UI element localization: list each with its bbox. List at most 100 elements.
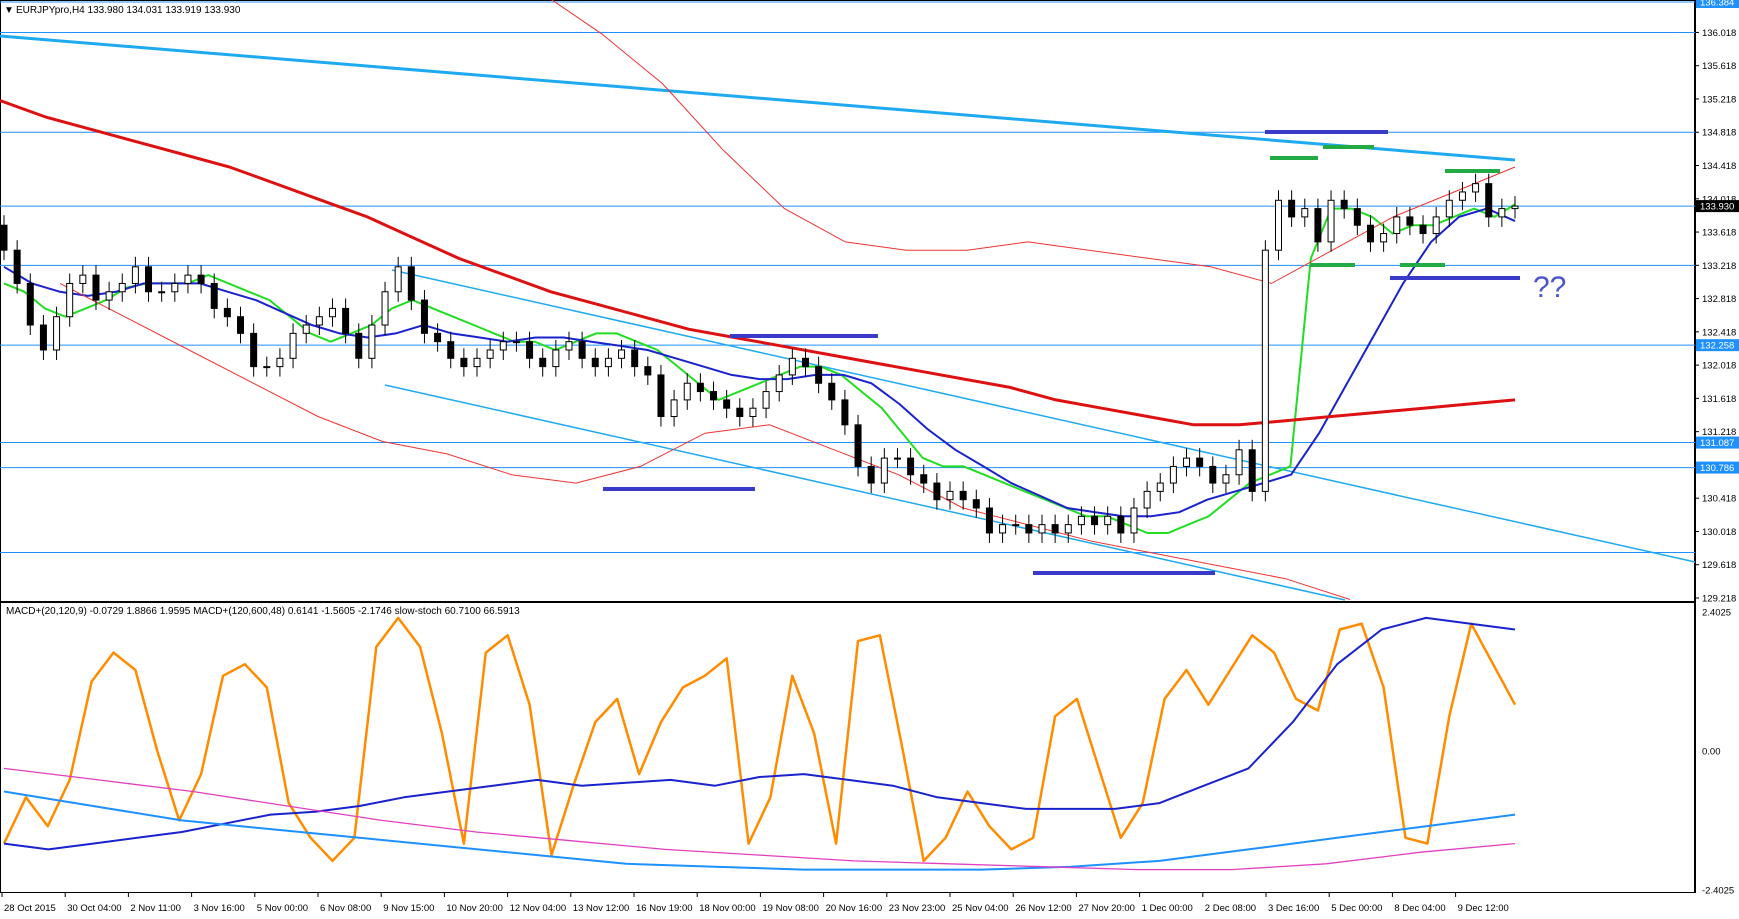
candle-body xyxy=(1091,515,1099,526)
candle-body xyxy=(1248,449,1256,492)
candle-body xyxy=(276,357,284,368)
ma-line-ma-lower xyxy=(59,282,1351,600)
time-tick-label: 10 Nov 20:00 xyxy=(446,903,503,914)
candle-body xyxy=(985,507,993,534)
candle-body xyxy=(1353,208,1361,226)
candle-body xyxy=(618,349,626,359)
candle-body xyxy=(1432,216,1440,235)
time-tick-label: 13 Nov 12:00 xyxy=(573,903,630,914)
candle-body xyxy=(1485,183,1493,218)
candle-body xyxy=(1209,465,1217,484)
candle-body xyxy=(972,499,980,509)
long-trend-line xyxy=(0,34,1516,162)
candle-body xyxy=(394,266,402,293)
time-tick-label: 8 Dec 04:00 xyxy=(1394,903,1445,914)
candle-body xyxy=(250,332,258,368)
candle-body xyxy=(526,341,534,359)
dropdown-triangle-icon[interactable]: ▼ xyxy=(4,5,14,16)
candle-body xyxy=(1235,449,1243,476)
candle-body xyxy=(907,457,915,476)
candle-body xyxy=(1458,191,1466,201)
candlesticks xyxy=(0,173,1519,543)
candle-body xyxy=(342,307,350,334)
time-tick-label: 27 Nov 20:00 xyxy=(1078,903,1135,914)
candle-body xyxy=(1445,199,1453,218)
candle-body xyxy=(1130,507,1138,534)
time-tick-label: 2 Nov 11:00 xyxy=(130,903,181,914)
channel-upper-line xyxy=(391,269,1696,563)
candle-body xyxy=(736,407,744,418)
candle-body xyxy=(841,399,849,426)
candle-body xyxy=(578,341,586,359)
candle-body xyxy=(1012,524,1020,527)
candle-body xyxy=(1169,465,1177,484)
indicator-header: MACD+(20,120,9) -0.0729 1.8866 1.9595 MA… xyxy=(6,606,520,617)
candle-body xyxy=(828,382,836,401)
candle-body xyxy=(1156,482,1164,492)
time-tick-label: 5 Dec 00:00 xyxy=(1331,903,1382,914)
candle-body xyxy=(105,291,113,301)
candle-body xyxy=(315,316,323,326)
candle-body xyxy=(604,357,612,368)
candle-body xyxy=(1419,224,1427,235)
candle-body xyxy=(420,299,428,334)
candle-body xyxy=(1472,183,1480,193)
candle-body xyxy=(683,382,691,401)
candle-body xyxy=(815,366,823,384)
price-tag-label: 131.087 xyxy=(1700,438,1734,449)
candle-body xyxy=(368,324,376,359)
candle-body xyxy=(893,457,901,460)
candle-body xyxy=(302,324,310,334)
candle-body xyxy=(696,382,704,393)
candle-body xyxy=(499,341,507,351)
time-tick-label: 3 Nov 16:00 xyxy=(194,903,245,914)
candle-body xyxy=(867,465,875,484)
candle-body xyxy=(801,357,809,368)
candle-body xyxy=(1025,524,1033,534)
candle-body xyxy=(723,399,731,409)
channel-lower-line xyxy=(384,384,1346,601)
price-tag-box xyxy=(1696,200,1739,213)
candle-body xyxy=(223,307,231,318)
candle-body xyxy=(237,316,245,334)
candle-body xyxy=(762,391,770,409)
trend-lines xyxy=(0,34,1696,601)
candle-body xyxy=(1183,457,1191,467)
time-tick-label: 23 Nov 23:00 xyxy=(889,903,946,914)
candle-body xyxy=(1366,224,1374,243)
candle-body xyxy=(158,291,166,294)
candle-body xyxy=(473,357,481,368)
question-annotation: ?? xyxy=(1533,271,1566,304)
price-tick-label: 133.618 xyxy=(1702,228,1736,239)
candle-body xyxy=(13,249,21,284)
candle-body xyxy=(920,474,928,484)
candle-body xyxy=(1327,199,1335,243)
time-tick-label: 30 Oct 04:00 xyxy=(67,903,121,914)
indicator-line-macd-fast xyxy=(3,616,1516,851)
time-tick-label: 16 Nov 19:00 xyxy=(636,903,693,914)
candle-body xyxy=(197,274,205,284)
price-tag-label: 130.786 xyxy=(1700,463,1734,474)
price-tick-label: 129.218 xyxy=(1702,594,1736,605)
price-tick-label: 132.018 xyxy=(1702,361,1736,372)
candle-body xyxy=(407,266,415,301)
candle-body xyxy=(880,457,888,484)
candle-body xyxy=(131,266,139,284)
price-axis-tags: 136.384 133.930 132.258 131.087 130.786 xyxy=(1696,0,1739,474)
candle-body xyxy=(775,374,783,393)
candle-body xyxy=(959,490,967,501)
candle-body xyxy=(26,282,34,326)
candle-body xyxy=(946,490,954,501)
candle-body xyxy=(53,316,61,351)
candle-body xyxy=(631,349,639,368)
candle-body xyxy=(749,407,757,418)
price-tick-label: 136.018 xyxy=(1702,28,1736,39)
candle-body xyxy=(710,391,718,401)
candle-body xyxy=(1406,216,1414,226)
price-tick-label: 131.218 xyxy=(1702,427,1736,438)
candle-body xyxy=(1104,515,1112,526)
price-tick-label: 129.618 xyxy=(1702,560,1736,571)
time-tick-label: 26 Nov 12:00 xyxy=(1015,903,1072,914)
time-tick-label: 9 Dec 12:00 xyxy=(1458,903,1509,914)
